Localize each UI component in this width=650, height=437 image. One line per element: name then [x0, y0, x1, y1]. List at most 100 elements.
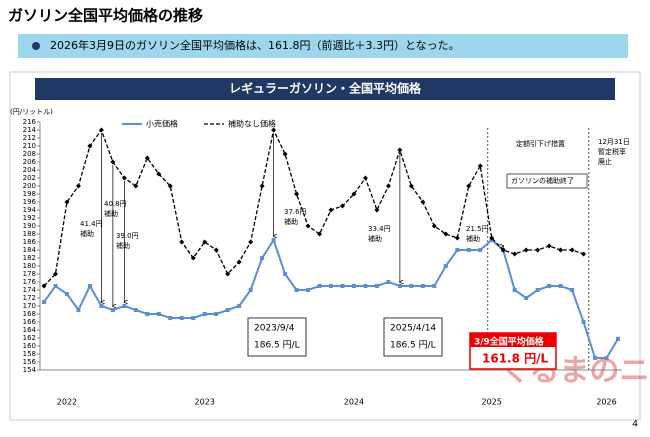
y-tick-label: 164: [23, 326, 37, 334]
point: [432, 284, 437, 288]
point: [64, 292, 69, 296]
point: [454, 235, 460, 241]
y-tick-label: 168: [23, 310, 36, 318]
point: [64, 199, 70, 205]
point: [156, 312, 161, 316]
y-axis-label: (円/リットル): [10, 108, 53, 116]
point: [168, 316, 173, 320]
y-tick-label: 206: [23, 158, 37, 166]
x-tick-label: 2025: [482, 398, 502, 407]
price-box-head: [470, 333, 556, 347]
point: [179, 239, 185, 245]
point: [558, 247, 564, 253]
legend-label: 小売価格: [146, 119, 178, 129]
x-tick-label: 2024: [344, 398, 364, 407]
annotation: 40.8円: [104, 200, 127, 208]
point: [294, 191, 300, 197]
point: [524, 296, 529, 300]
point: [489, 235, 495, 241]
point: [248, 288, 253, 292]
chart-header: [35, 78, 615, 100]
y-tick-label: 182: [23, 254, 36, 262]
point: [42, 300, 46, 304]
y-tick-label: 176: [23, 278, 37, 286]
point: [87, 284, 92, 288]
point: [236, 259, 242, 265]
y-tick-label: 158: [23, 350, 36, 358]
annotation: 補助: [116, 241, 130, 250]
point: [397, 147, 403, 153]
page-title: ガソリン全国平均価格の推移: [8, 7, 203, 25]
point: [237, 304, 242, 308]
y-tick-label: 214: [23, 126, 37, 134]
point: [385, 183, 391, 189]
point: [191, 316, 196, 320]
point: [512, 288, 517, 292]
annotation: 2025/4/14: [390, 324, 436, 334]
x-tick-label: 2022: [57, 398, 77, 407]
annotation: 186.5 円/L: [254, 340, 300, 351]
point: [167, 183, 173, 189]
point: [547, 284, 552, 288]
unsubsidized-line: [43, 127, 584, 287]
point: [122, 304, 127, 308]
point: [305, 223, 311, 229]
point: [443, 231, 449, 237]
point: [408, 183, 414, 189]
point: [351, 284, 356, 288]
point: [328, 207, 334, 213]
annotation: 定額引下げ措置: [516, 139, 565, 148]
point: [75, 183, 81, 189]
point: [546, 243, 552, 249]
annotation: 39.0円: [116, 232, 139, 240]
note-box: [506, 173, 588, 189]
point: [351, 191, 357, 197]
point: [214, 312, 219, 316]
point: [420, 199, 426, 205]
point: [386, 280, 391, 284]
annotation: 補助: [284, 217, 298, 226]
point: [535, 247, 541, 253]
point: [179, 316, 184, 320]
annotation: 3/9全国平均価格: [474, 336, 545, 348]
point: [202, 312, 207, 316]
x-tick-label: 2026: [596, 398, 616, 407]
point: [283, 272, 288, 276]
point: [431, 223, 437, 229]
point: [616, 336, 620, 341]
y-tick-label: 198: [23, 190, 36, 198]
y-tick-label: 188: [23, 230, 36, 238]
point: [98, 127, 104, 133]
annotation: 21.5円: [466, 225, 489, 233]
point: [294, 288, 299, 292]
point: [535, 288, 540, 292]
summary-bar: [18, 34, 628, 58]
point: [581, 320, 586, 324]
y-tick-label: 210: [23, 142, 36, 150]
point: [271, 238, 276, 242]
point: [466, 183, 472, 189]
y-tick-label: 200: [23, 182, 36, 190]
point: [156, 171, 162, 177]
point: [260, 256, 265, 260]
point: [523, 247, 529, 253]
point: [259, 183, 265, 189]
annotation: 186.5 円/L: [390, 340, 436, 351]
point: [455, 248, 460, 252]
annotation: 補助: [80, 229, 94, 238]
y-tick-label: 212: [23, 134, 36, 142]
y-tick-label: 192: [23, 214, 36, 222]
point: [593, 356, 598, 360]
point: [76, 308, 81, 312]
y-tick-label: 196: [23, 198, 37, 206]
point: [213, 247, 219, 253]
annotation: 補助: [368, 234, 382, 243]
point: [362, 175, 368, 181]
y-tick-label: 216: [23, 118, 37, 126]
point: [271, 127, 277, 133]
y-tick-label: 190: [23, 222, 36, 230]
y-tick-label: 202: [23, 174, 36, 182]
annotation: 廃止: [598, 157, 612, 166]
point: [420, 284, 425, 288]
y-tick-label: 204: [23, 166, 37, 174]
